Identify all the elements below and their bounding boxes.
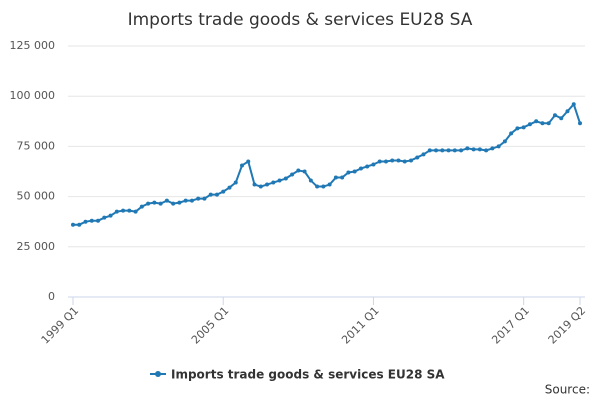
point <box>189 198 194 203</box>
point <box>265 182 270 187</box>
point <box>578 121 582 126</box>
point <box>171 201 176 206</box>
point <box>552 113 557 118</box>
point <box>358 166 363 171</box>
point <box>452 148 457 153</box>
point <box>258 184 263 189</box>
point <box>484 148 489 153</box>
point <box>252 182 257 187</box>
point <box>390 158 395 163</box>
point <box>502 139 507 144</box>
y-tick-label: 0 <box>48 290 55 303</box>
y-tick-label: 75 000 <box>17 139 56 152</box>
point <box>214 192 219 197</box>
source: Source: <box>545 383 590 397</box>
point <box>233 180 238 185</box>
point <box>152 200 157 205</box>
point <box>302 169 307 174</box>
point <box>534 119 539 124</box>
point <box>139 204 144 209</box>
y-tick-label: 50 000 <box>17 190 56 203</box>
point <box>308 178 313 183</box>
point <box>89 218 94 223</box>
point <box>340 175 345 180</box>
point <box>377 159 382 164</box>
point <box>240 163 244 168</box>
point <box>421 152 426 157</box>
point <box>415 155 420 160</box>
point <box>540 121 545 126</box>
point <box>271 180 276 185</box>
point <box>427 148 432 153</box>
x-tick-label: 2017 Q1 <box>489 304 532 347</box>
point <box>277 178 282 183</box>
point <box>158 201 163 206</box>
point <box>477 147 482 152</box>
point <box>383 159 388 164</box>
point <box>333 175 338 180</box>
point <box>446 148 451 153</box>
x-tick-label: 1999 Q1 <box>39 304 82 347</box>
legend-label: Imports trade goods & services EU28 SA <box>171 368 445 382</box>
point <box>402 159 407 164</box>
point <box>196 196 201 201</box>
point <box>346 170 351 175</box>
y-tick-label: 100 000 <box>10 89 56 102</box>
point <box>459 148 464 153</box>
point <box>202 196 207 201</box>
point <box>327 182 332 187</box>
point <box>114 209 119 214</box>
point <box>102 215 107 220</box>
point <box>96 218 101 223</box>
point <box>559 116 564 121</box>
point <box>509 131 514 136</box>
y-tick-label: 25 000 <box>17 240 56 253</box>
point <box>133 209 138 214</box>
point <box>352 169 357 174</box>
legend-marker <box>155 371 161 377</box>
point <box>371 162 376 167</box>
chart-title: Imports trade goods & services EU28 SA <box>128 10 473 30</box>
point <box>546 121 551 126</box>
point <box>108 213 113 218</box>
x-tick-label: 2011 Q1 <box>339 304 382 347</box>
point <box>409 158 413 163</box>
point <box>434 148 439 153</box>
point <box>465 146 470 151</box>
point <box>121 208 126 213</box>
point <box>177 200 182 205</box>
point <box>296 168 301 173</box>
point <box>246 159 251 164</box>
point <box>521 125 526 130</box>
point <box>490 146 495 151</box>
point <box>127 208 132 213</box>
point <box>365 164 370 169</box>
point <box>146 201 151 206</box>
point <box>515 126 520 131</box>
point <box>471 147 476 152</box>
point <box>496 144 501 149</box>
point <box>183 198 188 203</box>
x-tick-label: 2005 Q1 <box>189 304 232 347</box>
point <box>396 158 401 163</box>
point <box>221 189 226 194</box>
point <box>571 102 576 107</box>
point <box>565 109 570 114</box>
line <box>73 102 581 226</box>
point <box>321 184 326 189</box>
y-tick-label: 125 000 <box>10 39 56 52</box>
point <box>83 219 88 224</box>
point <box>77 222 82 227</box>
point <box>527 122 532 127</box>
point <box>283 176 288 181</box>
point <box>227 185 232 190</box>
point <box>290 172 295 177</box>
x-tick-label: 2019 Q2 <box>546 304 589 347</box>
point <box>315 184 320 189</box>
point <box>71 222 75 227</box>
point <box>440 148 445 153</box>
point <box>164 198 169 203</box>
point <box>208 192 213 197</box>
